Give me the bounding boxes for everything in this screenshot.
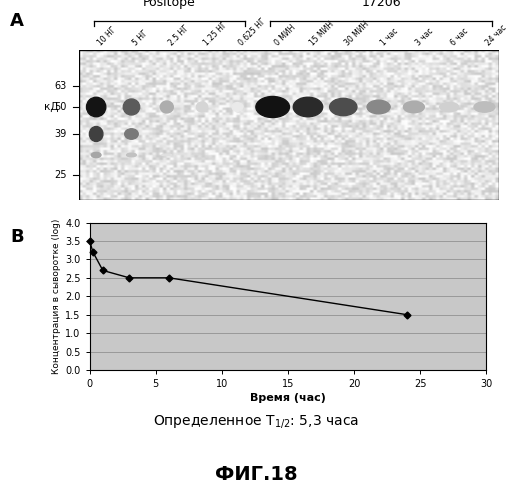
Ellipse shape bbox=[87, 97, 106, 116]
Text: 10 НГ: 10 НГ bbox=[96, 26, 118, 48]
Text: 1 час: 1 час bbox=[378, 26, 399, 48]
Text: ФИГ.18: ФИГ.18 bbox=[215, 465, 297, 484]
Text: 3 час: 3 час bbox=[414, 26, 435, 48]
Ellipse shape bbox=[293, 97, 323, 117]
Text: 0.625 НГ: 0.625 НГ bbox=[238, 16, 268, 48]
Ellipse shape bbox=[330, 98, 357, 116]
Text: B: B bbox=[10, 228, 24, 246]
Ellipse shape bbox=[160, 101, 173, 113]
Text: 24 час: 24 час bbox=[484, 23, 509, 48]
Ellipse shape bbox=[90, 126, 103, 142]
Ellipse shape bbox=[162, 154, 172, 156]
X-axis label: Время (час): Время (час) bbox=[250, 393, 326, 403]
Text: 25: 25 bbox=[54, 170, 67, 179]
Text: 39: 39 bbox=[54, 129, 67, 139]
Text: 30 МИН: 30 МИН bbox=[343, 20, 371, 48]
Text: Positope: Positope bbox=[143, 0, 196, 9]
Text: 63: 63 bbox=[54, 81, 67, 91]
Text: A: A bbox=[10, 12, 24, 30]
Text: 2.5 НГ: 2.5 НГ bbox=[167, 24, 190, 48]
Ellipse shape bbox=[125, 128, 138, 139]
Text: 17206: 17206 bbox=[361, 0, 401, 9]
Ellipse shape bbox=[123, 99, 140, 115]
Ellipse shape bbox=[474, 102, 495, 112]
Text: кД: кД bbox=[44, 102, 58, 112]
Ellipse shape bbox=[256, 96, 289, 117]
Text: 1.25 НГ: 1.25 НГ bbox=[202, 20, 229, 48]
Text: 15 МИН: 15 МИН bbox=[308, 20, 336, 48]
Ellipse shape bbox=[126, 153, 136, 157]
Text: Определенное T$_{1/2}$: 5,3 часа: Определенное T$_{1/2}$: 5,3 часа bbox=[153, 412, 359, 430]
Text: 5 НГ: 5 НГ bbox=[132, 28, 151, 48]
Text: 6 час: 6 час bbox=[449, 26, 470, 48]
Y-axis label: Концентрация в сыворотке (log): Концентрация в сыворотке (log) bbox=[52, 218, 61, 374]
Ellipse shape bbox=[91, 152, 101, 158]
Ellipse shape bbox=[197, 102, 208, 112]
Ellipse shape bbox=[367, 100, 390, 114]
Text: 50: 50 bbox=[54, 102, 67, 112]
Ellipse shape bbox=[403, 102, 424, 112]
Ellipse shape bbox=[440, 102, 459, 112]
Text: 0 МИН: 0 МИН bbox=[273, 23, 297, 48]
Ellipse shape bbox=[232, 102, 243, 112]
